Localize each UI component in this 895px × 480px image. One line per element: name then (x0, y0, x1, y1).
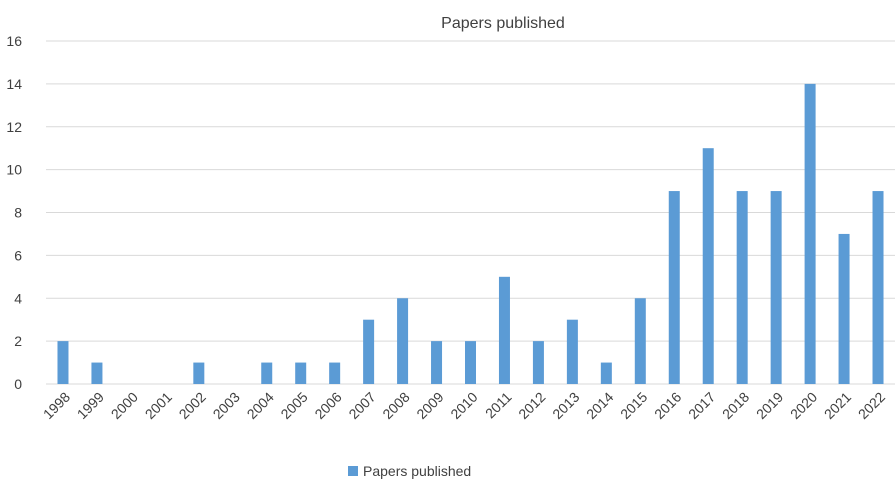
y-tick-label: 4 (14, 290, 22, 306)
x-tick-label: 2004 (244, 389, 277, 422)
bar-2009 (431, 341, 443, 384)
x-tick-label: 2016 (651, 389, 684, 422)
bar-2008 (397, 298, 409, 384)
y-tick-label: 6 (14, 247, 22, 263)
bar-2020 (804, 83, 816, 384)
x-tick-label: 2012 (515, 389, 548, 422)
y-tick-label: 16 (6, 33, 22, 49)
x-tick-label: 2013 (549, 389, 582, 422)
legend: Papers published (348, 463, 471, 479)
x-tick-label: 2010 (447, 389, 480, 422)
x-tick-label: 2018 (719, 389, 752, 422)
y-tick-label: 2 (14, 333, 22, 349)
x-tick-label: 2000 (108, 389, 141, 422)
bar-2015 (634, 298, 646, 384)
bar-2005 (295, 362, 307, 384)
x-tick-label: 2014 (583, 389, 616, 422)
bar-series (57, 83, 884, 384)
bar-1998 (57, 341, 69, 384)
x-axis-ticks: 1998 1999 2000 2001 2002 2003 2004 2005 2006 2007… (40, 389, 889, 422)
x-tick-label: 2002 (176, 389, 209, 422)
bar-2016 (668, 191, 680, 384)
bar-1999 (91, 362, 103, 384)
x-tick-label: 2009 (413, 389, 446, 422)
x-tick-label: 2020 (787, 389, 820, 422)
x-tick-label: 1998 (40, 389, 73, 422)
y-tick-label: 12 (6, 119, 22, 135)
bar-2002 (193, 362, 205, 384)
x-tick-label: 2022 (855, 389, 888, 422)
legend-swatch (348, 466, 358, 476)
x-tick-label: 2003 (210, 389, 243, 422)
x-tick-label: 2019 (753, 389, 786, 422)
gridlines (46, 40, 895, 385)
bar-2022 (872, 191, 884, 384)
y-tick-label: 14 (6, 76, 22, 92)
bar-2017 (702, 148, 714, 384)
bar-2021 (838, 233, 850, 384)
y-tick-label: 10 (6, 162, 22, 178)
legend-label: Papers published (363, 463, 471, 479)
x-tick-label: 2017 (685, 389, 718, 422)
bar-2011 (498, 276, 510, 384)
x-tick-label: 2008 (379, 389, 412, 422)
bar-2007 (363, 319, 375, 384)
x-tick-label: 2011 (482, 389, 515, 422)
bar-2006 (329, 362, 341, 384)
chart-title: Papers published (441, 15, 565, 32)
x-tick-label: 2015 (617, 389, 650, 422)
x-tick-label: 2006 (311, 389, 344, 422)
bar-2018 (736, 191, 748, 384)
y-axis-ticks: 0 2 4 6 8 10 12 14 16 (6, 33, 22, 392)
x-tick-label: 1999 (74, 389, 107, 422)
y-tick-label: 0 (14, 376, 22, 392)
x-tick-label: 2007 (345, 389, 378, 422)
x-tick-label: 2021 (821, 389, 854, 422)
bar-2014 (600, 362, 612, 384)
bar-2013 (566, 319, 578, 384)
bar-2004 (261, 362, 273, 384)
x-tick-label: 2001 (142, 389, 175, 422)
bar-2019 (770, 191, 782, 384)
bar-2012 (532, 341, 544, 384)
bar-2010 (465, 341, 476, 384)
y-tick-label: 8 (14, 205, 22, 221)
x-tick-label: 2005 (277, 389, 310, 422)
